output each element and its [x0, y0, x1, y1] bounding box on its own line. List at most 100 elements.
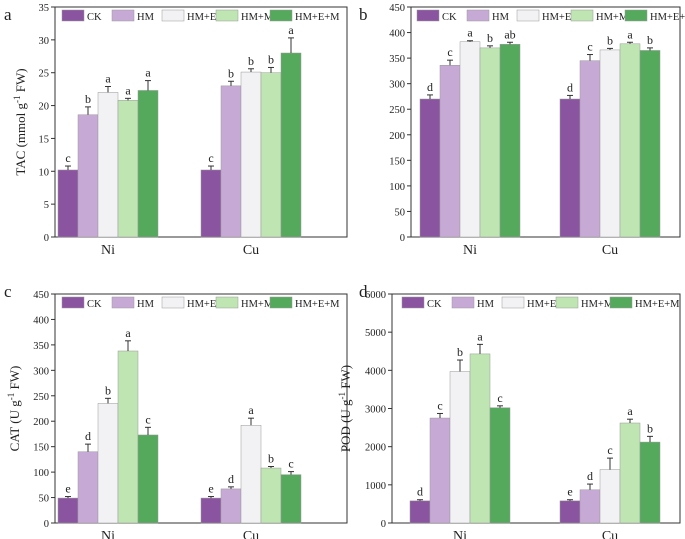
bar-hm-e-m-cu: [639, 441, 661, 524]
legend-swatch: [555, 296, 579, 309]
legend-swatch: [624, 9, 648, 22]
bar-hm-e-cu: [599, 469, 621, 524]
y-tick-label: 350: [33, 341, 49, 352]
y-tick-label: 400: [33, 315, 49, 326]
legend-item: HM+E: [516, 9, 571, 23]
bar-ck-ni: [409, 500, 431, 524]
y-tick-label: 200: [389, 131, 405, 142]
bar-hm-m-cu: [260, 467, 282, 524]
significance-letter: d: [228, 472, 234, 486]
legend-label: HM+E: [187, 12, 216, 23]
bar-ck-ni: [419, 98, 441, 238]
significance-letter: c: [208, 151, 213, 165]
significance-letter: b: [268, 452, 274, 466]
legend-item: HM+E: [161, 296, 216, 310]
bar-ck-cu: [200, 169, 222, 238]
legend-swatch: [570, 9, 594, 22]
significance-letter: b: [85, 92, 91, 106]
legend-label: HM+M: [581, 299, 614, 310]
bar-hm-m-ni: [469, 353, 491, 524]
significance-letter: d: [427, 80, 433, 94]
legend-swatch: [401, 296, 425, 309]
bar-hm-m-cu: [619, 43, 641, 238]
y-tick-label: 50: [395, 207, 406, 218]
y-tick-label: 5000: [365, 328, 386, 339]
panel-letter-d: d: [359, 282, 368, 301]
legend-label: HM+E: [187, 299, 216, 310]
significance-letter: e: [567, 485, 572, 499]
legend-swatch: [111, 296, 135, 309]
significance-letter: b: [607, 33, 613, 47]
bar-hm-m-cu: [260, 72, 282, 238]
significance-letter: b: [228, 66, 234, 80]
significance-letter: b: [647, 421, 653, 435]
legend-item: HM+E+M: [624, 9, 685, 23]
bar-hm-ni: [429, 417, 451, 524]
legend-swatch: [215, 9, 239, 22]
bar-hm-e-ni: [97, 403, 119, 524]
legend-label: HM: [477, 299, 495, 310]
legend-item: CK: [61, 9, 102, 23]
x-category-label: Ni: [101, 529, 115, 539]
bar-hm-e-cu: [240, 425, 262, 524]
legend-label: HM+M: [241, 299, 274, 310]
bar-hm-cu: [579, 489, 601, 524]
y-tick-label: 30: [39, 36, 50, 47]
legend-swatch: [416, 9, 440, 22]
bar-ck-ni: [57, 169, 79, 238]
legend-label: HM+E: [542, 12, 571, 23]
legend-item: HM+E+M: [269, 9, 340, 23]
y-tick-label: 300: [389, 80, 405, 91]
x-category-label: Cu: [243, 243, 259, 258]
y-tick-label: 20: [39, 102, 50, 113]
significance-letter: b: [268, 52, 274, 66]
legend-swatch: [269, 9, 293, 22]
y-tick-label: 0: [44, 233, 49, 244]
bar-hm-cu: [220, 488, 242, 524]
significance-letter: a: [627, 404, 633, 418]
legend-item: HM+M: [215, 296, 274, 310]
plot-frame: [410, 6, 681, 238]
significance-letter: c: [145, 412, 150, 426]
bar-hm-m-ni: [117, 100, 139, 238]
y-tick-label: 2000: [365, 443, 386, 454]
bar-hm-ni: [77, 114, 99, 238]
legend-item: HM+E+M: [609, 296, 680, 310]
y-tick-label: 0: [44, 519, 49, 530]
y-tick-label: 5: [44, 200, 49, 211]
y-tick-label: 300: [33, 366, 49, 377]
legend-label: HM+E+M: [295, 12, 340, 23]
significance-letter: a: [248, 403, 254, 417]
significance-letter: a: [125, 326, 131, 340]
bar-hm-e-m-cu: [639, 50, 661, 238]
legend-item: CK: [416, 9, 457, 23]
legend-item: HM+M: [215, 9, 274, 23]
y-tick-label: 25: [39, 69, 50, 80]
significance-letter: b: [487, 31, 493, 45]
legend-item: HM+M: [555, 296, 614, 310]
legend-swatch: [466, 9, 490, 22]
legend-swatch: [451, 296, 475, 309]
y-tick-label: 100: [33, 468, 49, 479]
bar-hm-ni: [439, 65, 461, 238]
significance-letter: c: [447, 45, 452, 59]
legend-item: HM: [111, 296, 155, 310]
significance-letter: a: [477, 329, 483, 343]
x-category-label: Ni: [463, 243, 477, 258]
significance-letter: b: [457, 345, 463, 359]
bar-hm-e-m-cu: [280, 52, 302, 238]
legend-label: HM: [137, 12, 155, 23]
panel-letter-a: a: [4, 5, 12, 24]
y-axis-label: TAC (mmol g-1 FW): [12, 68, 28, 175]
y-tick-label: 250: [33, 392, 49, 403]
significance-letter: a: [125, 83, 131, 97]
legend-swatch: [516, 9, 540, 22]
bar-hm-e-cu: [599, 49, 621, 238]
legend-swatch: [215, 296, 239, 309]
y-tick-label: 150: [33, 443, 49, 454]
bar-hm-cu: [220, 85, 242, 238]
significance-letter: a: [105, 72, 111, 86]
significance-letter: a: [627, 27, 633, 41]
